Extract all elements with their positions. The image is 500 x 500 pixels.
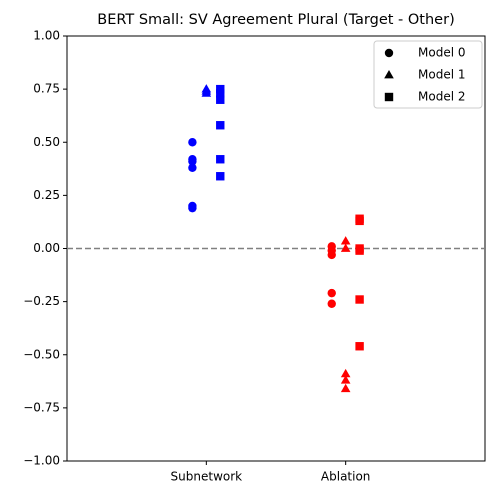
y-tick-label: 0.75 <box>33 82 60 96</box>
data-point <box>340 236 351 245</box>
data-point <box>216 121 225 130</box>
data-point <box>216 84 225 94</box>
legend-label: Model 2 <box>418 90 465 104</box>
data-point <box>201 88 212 97</box>
legend-label: Model 0 <box>418 46 465 60</box>
data-point <box>340 243 351 252</box>
data-point <box>355 216 364 226</box>
data-point <box>216 155 225 164</box>
y-tick-label: −0.75 <box>23 400 60 414</box>
y-tick-label: 0.50 <box>33 135 60 149</box>
y-tick-label: 0.25 <box>33 188 60 202</box>
legend-marker <box>384 70 394 79</box>
legend-marker <box>384 92 394 102</box>
y-tick-label: −1.00 <box>23 454 60 468</box>
data-point <box>327 288 336 298</box>
data-point <box>188 157 197 166</box>
data-point <box>340 375 351 384</box>
y-tick-label: 1.00 <box>33 29 60 43</box>
data-point <box>216 95 225 104</box>
y-tick-label: 0.00 <box>33 241 60 255</box>
data-point <box>340 368 351 378</box>
y-tick-label: −0.25 <box>23 294 60 308</box>
data-point <box>216 172 225 181</box>
x-tick-label: Ablation <box>321 470 371 484</box>
data-point <box>355 342 364 351</box>
y-tick-label: −0.50 <box>23 347 60 361</box>
chart-title: BERT Small: SV Agreement Plural (Target … <box>97 12 454 28</box>
data-point <box>188 163 197 172</box>
data-point <box>355 295 364 304</box>
data-point <box>327 250 336 260</box>
data-point <box>216 89 225 98</box>
x-tick-label: Subnetwork <box>171 470 243 484</box>
legend-label: Model 1 <box>418 68 465 82</box>
data-point <box>188 203 197 213</box>
legend-marker <box>384 48 394 58</box>
data-point <box>327 299 336 308</box>
legend-box <box>373 40 483 109</box>
data-point <box>188 138 197 147</box>
data-point <box>355 246 364 255</box>
data-point <box>340 383 351 393</box>
